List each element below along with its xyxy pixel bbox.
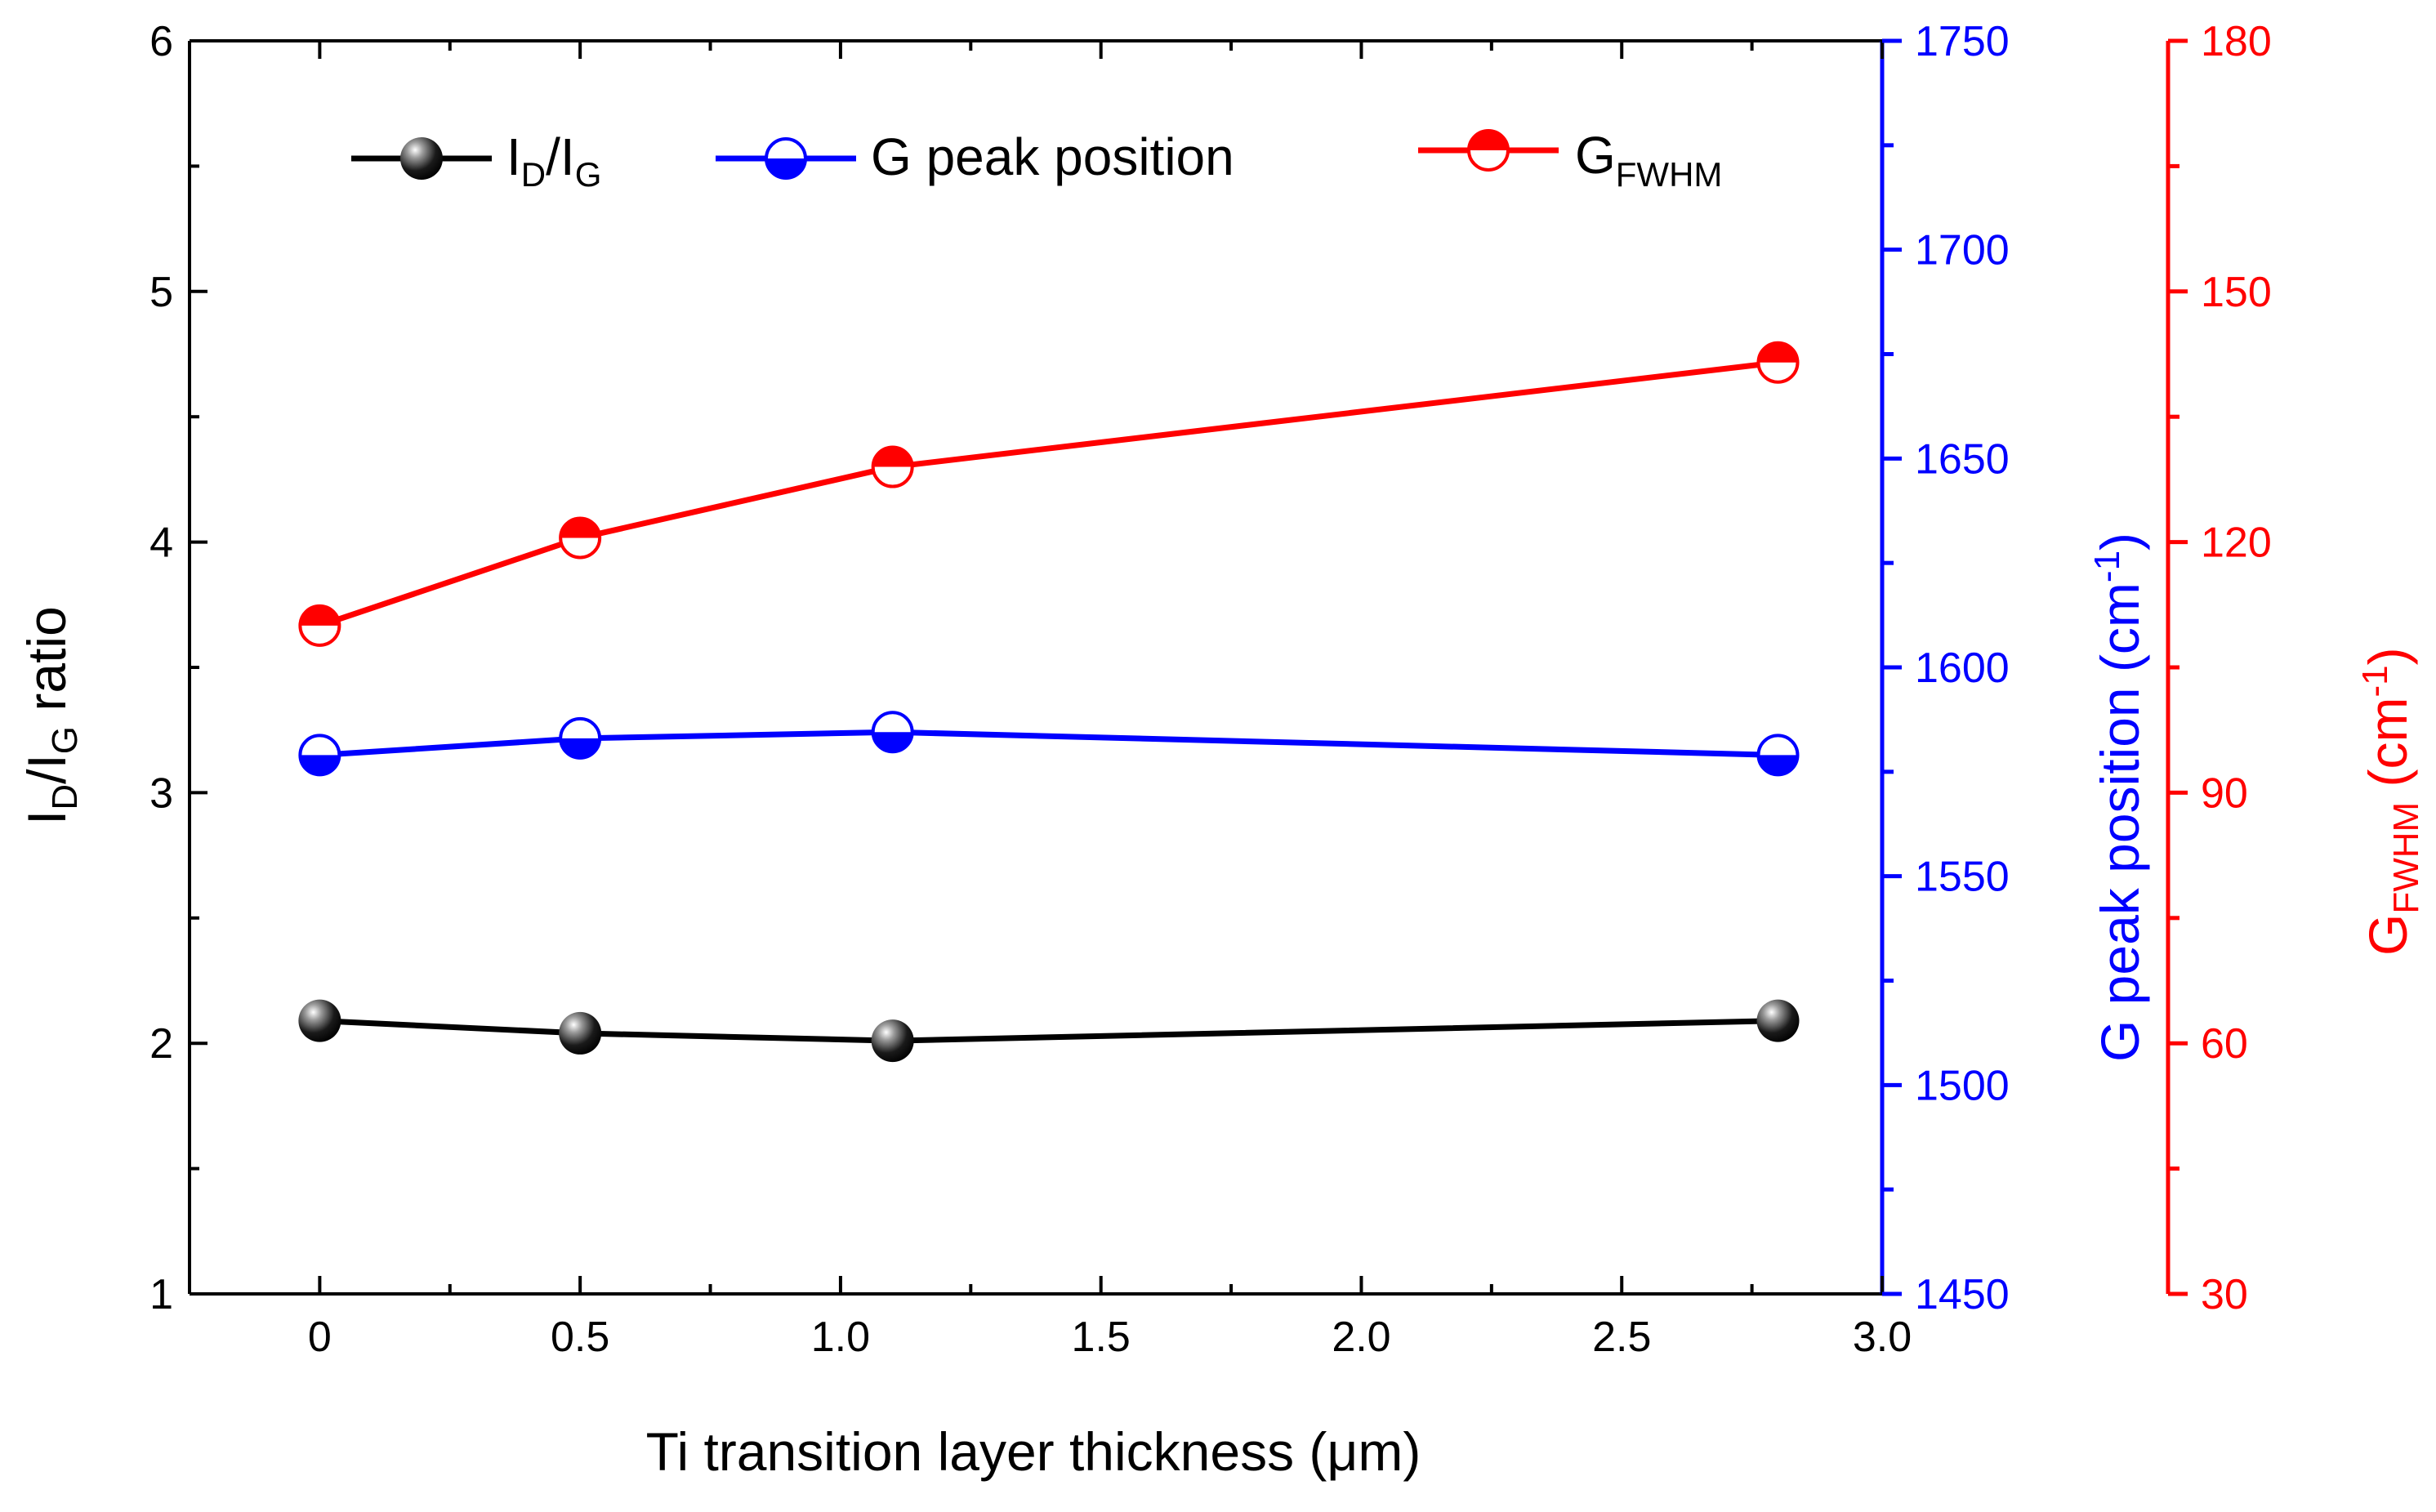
left-tick-label: 2 — [149, 1020, 173, 1068]
right1-tick-label: 1700 — [1915, 227, 2010, 274]
legend-item-g-peak: G peak position — [716, 127, 1234, 186]
x-tick-label: 1.5 — [1072, 1314, 1131, 1361]
legend-label-id-ig-sub-d: D — [521, 155, 546, 194]
data-point-half-fill — [300, 755, 340, 775]
legend: ID/IG G peak position GFWHM — [351, 126, 1722, 194]
data-point-half-fill — [872, 447, 912, 467]
data-point-half-fill — [560, 518, 600, 538]
data-point-half-fill — [1758, 342, 1798, 363]
right1-axis-title-tail: ) — [2090, 533, 2150, 551]
right2-tick-label: 150 — [2201, 269, 2272, 316]
left-tick-label: 1 — [149, 1271, 173, 1318]
legend-label-id-ig-slash: /I — [546, 127, 575, 186]
legend-item-id-ig: ID/IG — [351, 127, 601, 194]
right1-axis-title-sup: -1 — [2087, 551, 2127, 582]
data-point-1 — [871, 711, 914, 754]
legend-label-g-fwhm: GFWHM — [1575, 126, 1722, 194]
right2-tick-label: 120 — [2201, 520, 2272, 567]
right2-tick-label: 90 — [2201, 769, 2248, 817]
data-point-2 — [298, 604, 341, 647]
right1-axis-title-main: G peak position (cm — [2090, 582, 2150, 1062]
plot-area: 0 0.5 1.0 1.5 2.0 2.5 3.0 1 2 3 4 5 6 1450 1500 1550 160… — [149, 18, 2272, 1361]
right1-tick-label: 1600 — [1915, 644, 2010, 692]
left-tick-label: 6 — [149, 18, 173, 65]
right1-tick-label: 1450 — [1915, 1271, 2010, 1318]
legend-label-g-fwhm-sub: FWHM — [1616, 155, 1723, 194]
right2-axis-title-sub: FWHM — [2386, 802, 2426, 914]
data-point-half-fill — [300, 605, 340, 626]
left-tick-label: 3 — [149, 769, 173, 817]
data-point-2 — [871, 445, 914, 488]
right2-axis-title-tail: ) — [2358, 647, 2418, 665]
legend-marker-id-ig — [400, 137, 443, 180]
right2-axis-title-mid: (cm — [2358, 698, 2418, 802]
x-axis-title: Ti transition layer thickness (μm) — [646, 1421, 1421, 1482]
data-point-0 — [559, 1011, 602, 1055]
data-point-2 — [1756, 341, 1800, 384]
x-tick-label: 0.5 — [551, 1314, 609, 1361]
right2-axis-title: GFWHM (cm-1) — [2355, 647, 2426, 956]
series-line-1 — [319, 729, 1778, 758]
left-axis-title-slash: /I — [16, 754, 77, 784]
data-point-2 — [559, 516, 602, 560]
left-axis-title-sub-g: G — [45, 726, 85, 754]
x-tick-label: 1.0 — [811, 1314, 870, 1361]
x-tick-label: 3.0 — [1853, 1314, 1912, 1361]
data-point-half-fill — [872, 732, 912, 752]
legend-label-g-peak: G peak position — [871, 127, 1234, 186]
right2-axis-title-sup: -1 — [2355, 665, 2395, 697]
data-point-half-fill — [560, 738, 600, 758]
left-axis-title-tail: ratio — [16, 606, 77, 726]
data-point-half-fill — [1758, 755, 1798, 775]
x-tick-label: 2.5 — [1592, 1314, 1651, 1361]
data-point-0 — [1756, 999, 1800, 1042]
legend-label-g-fwhm-main: G — [1575, 126, 1616, 185]
x-tick-label: 2.0 — [1332, 1314, 1390, 1361]
right2-tick-label: 60 — [2201, 1020, 2248, 1068]
left-axis-title-main: I — [16, 810, 77, 825]
legend-marker-g-fwhm-fill — [1469, 131, 1508, 150]
legend-label-id-ig-main: I — [506, 127, 521, 186]
legend-label-id-ig-sub-g: G — [575, 155, 602, 194]
legend-marker-g-peak-fill — [766, 158, 805, 178]
left-tick-label: 4 — [149, 520, 173, 567]
right2-tick-label: 180 — [2201, 18, 2272, 65]
x-tick-label: 0 — [308, 1314, 332, 1361]
right2-tick-label: 30 — [2201, 1271, 2248, 1318]
data-point-1 — [559, 716, 602, 760]
data-point-1 — [1756, 734, 1800, 777]
legend-item-g-fwhm: GFWHM — [1418, 126, 1722, 194]
right1-axis-title: G peak position (cm-1) — [2087, 533, 2150, 1062]
right1-tick-label: 1550 — [1915, 854, 2010, 901]
right1-tick-label: 1500 — [1915, 1062, 2010, 1109]
right2-axis-title-main: G — [2358, 914, 2418, 956]
right1-tick-label: 1750 — [1915, 18, 2010, 65]
left-axis-title: ID/IG ratio — [16, 606, 85, 825]
series-line-0 — [319, 1018, 1778, 1044]
left-axis-title-sub-d: D — [45, 784, 85, 810]
legend-label-id-ig: ID/IG — [506, 127, 601, 194]
series-line-2 — [319, 359, 1778, 629]
right1-tick-label: 1650 — [1915, 435, 2010, 483]
left-tick-label: 5 — [149, 269, 173, 316]
data-point-0 — [871, 1019, 914, 1063]
data-point-1 — [298, 734, 341, 777]
data-point-0 — [298, 999, 341, 1042]
